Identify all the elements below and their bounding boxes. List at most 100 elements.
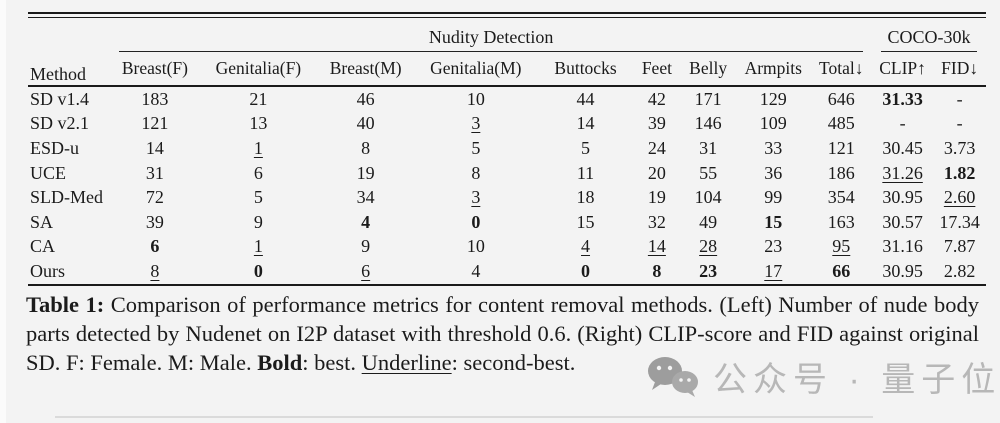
value-cell: 8 [110, 259, 200, 286]
cell-value: 55 [699, 162, 718, 183]
table-row: CA 6 1 9 10 4 14 28 23 95 31.16 7.87 [28, 235, 986, 260]
value-cell: 31.26 [872, 161, 933, 186]
value-cell: 13 [199, 112, 317, 137]
value-cell: 646 [811, 86, 872, 112]
cell-value: 7.87 [943, 236, 976, 257]
caption-segment: : second-best. [451, 350, 576, 375]
cell-value: 31 [145, 162, 164, 183]
cell-value: 121 [141, 113, 169, 134]
value-cell: 15 [736, 210, 811, 235]
value-cell: 42 [633, 86, 680, 112]
value-cell: 146 [680, 112, 736, 137]
cell-value: 4 [581, 236, 591, 257]
cell-value: 1 [253, 137, 263, 158]
cell-value: 354 [827, 187, 855, 208]
value-cell: 31 [680, 136, 736, 161]
col-header-genitaliaf: Genitalia(F) [199, 52, 318, 87]
value-cell: 9 [317, 235, 414, 260]
table-row: SD v2.1 121 13 40 3 14 39 146 109 485 - - [28, 112, 986, 137]
value-cell: 18 [538, 185, 634, 210]
cell-value: 17 [764, 260, 783, 281]
cell-value: 5 [253, 187, 263, 208]
cell-value: 13 [249, 113, 268, 134]
value-cell: 17.34 [933, 210, 986, 235]
col-header-genitaliam: Genitalia(M) [414, 52, 538, 87]
watermark: 公众号 · 量子位 [645, 352, 1000, 401]
nudity-detection-table: Method Nudity Detection COCO-30k Breast(… [28, 18, 986, 286]
cell-value: 40 [356, 113, 375, 134]
value-cell: 129 [736, 86, 811, 112]
col-header-breastf: Breast(F) [110, 52, 200, 87]
value-cell: 99 [736, 185, 811, 210]
caption-segment: Table 1: [26, 292, 111, 317]
value-cell: - [933, 86, 986, 112]
method-cell: ESD-u [30, 137, 79, 158]
cell-value: 8 [361, 137, 371, 158]
cell-value: 21 [249, 88, 268, 109]
cell-value: 6 [361, 260, 371, 281]
value-cell: 19 [633, 185, 680, 210]
table-row: UCE 31 6 19 8 11 20 55 36 186 31.26 1.82 [28, 161, 986, 186]
value-cell: 0 [199, 259, 318, 286]
cell-value: 34 [356, 187, 375, 208]
cell-value: 23 [764, 236, 783, 257]
cell-value: 30.95 [882, 260, 923, 281]
cell-value: 99 [764, 187, 783, 208]
method-cell: SA [30, 211, 54, 232]
value-cell: - [872, 112, 933, 137]
value-cell: 109 [736, 112, 811, 137]
cell-value: - [899, 113, 906, 134]
caption-segment: Underline [361, 350, 452, 375]
cell-value: 39 [145, 211, 164, 232]
value-cell: 31 [110, 161, 199, 186]
cell-value: 129 [759, 88, 787, 109]
cell-value: 72 [145, 187, 164, 208]
value-cell: 49 [680, 210, 736, 235]
results-table: Method Nudity Detection COCO-30k Breast(… [28, 12, 986, 286]
cell-value: 42 [647, 88, 666, 109]
value-cell: 8 [414, 161, 538, 186]
value-cell: 1 [199, 235, 317, 260]
value-cell: 1 [199, 136, 317, 161]
cell-value: 10 [466, 236, 485, 257]
cell-value: 18 [576, 187, 595, 208]
cell-value: 44 [576, 88, 595, 109]
cell-value: - [956, 113, 963, 134]
cell-value: 15 [576, 211, 595, 232]
group-header-nudity-detection: Nudity Detection [110, 18, 872, 52]
col-header-feet: Feet [633, 52, 681, 87]
group-header-row: Method Nudity Detection COCO-30k [28, 18, 986, 87]
wechat-icon [648, 356, 698, 397]
cell-value: 8 [471, 162, 481, 183]
value-cell: 14 [633, 235, 680, 260]
group-header-label: COCO-30k [880, 27, 977, 52]
value-cell: 11 [538, 161, 634, 186]
method-cell: SD v2.1 [30, 113, 90, 134]
value-cell: 0 [414, 210, 538, 235]
cell-value: 3.73 [943, 137, 976, 158]
value-cell: 163 [811, 210, 872, 235]
value-cell: 4 [538, 235, 634, 260]
cell-value: 2.60 [943, 187, 976, 208]
cell-value: 95 [832, 236, 851, 257]
value-cell: 24 [633, 136, 680, 161]
value-cell: 34 [317, 185, 414, 210]
cell-value: - [956, 88, 963, 109]
cell-value: 30.95 [882, 187, 923, 208]
value-cell: 95 [811, 235, 872, 260]
cell-value: 485 [827, 113, 855, 134]
cell-value: 39 [647, 113, 666, 134]
cell-value: 646 [827, 88, 855, 109]
method-cell: CA [30, 236, 56, 257]
value-cell: 5 [199, 185, 317, 210]
cell-value: 31.33 [882, 88, 923, 109]
value-cell: 31.16 [872, 235, 933, 260]
cell-value: 6 [253, 162, 263, 183]
value-cell: 28 [680, 235, 736, 260]
cell-value: 163 [827, 211, 855, 232]
cell-value: 109 [759, 113, 787, 134]
table-row: Ours 8 0 6 4 0 8 23 17 66 30.95 2.82 [28, 259, 986, 286]
page-divider [55, 416, 873, 418]
col-header-method: Method [28, 18, 111, 87]
caption-segment: Bold [257, 350, 303, 375]
